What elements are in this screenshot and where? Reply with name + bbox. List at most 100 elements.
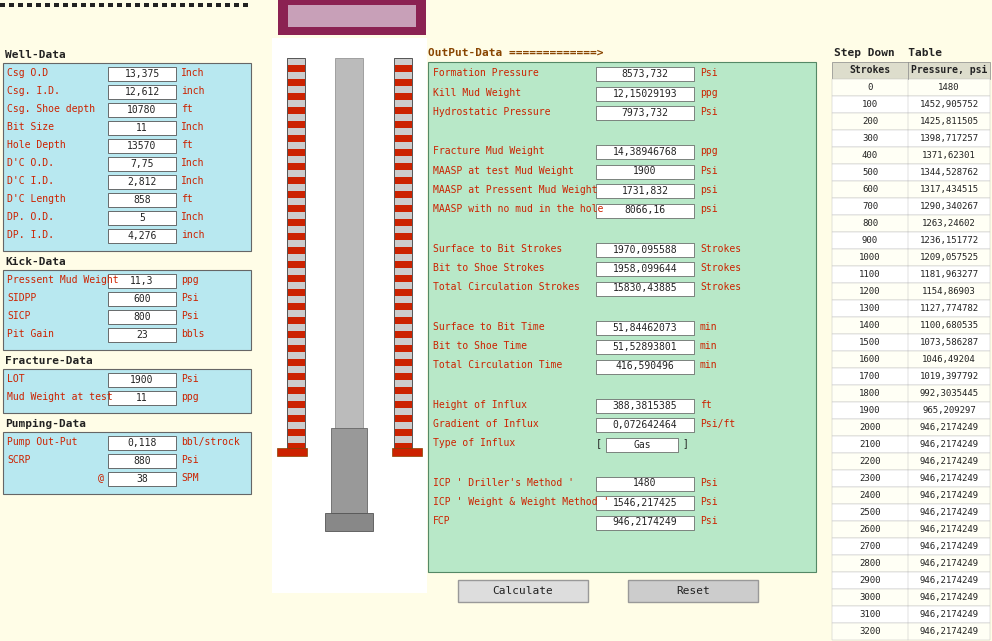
Bar	[216, 3, 221, 7]
Text: Gradient of Influx: Gradient of Influx	[433, 419, 539, 429]
Bar	[108, 157, 176, 171]
Text: 13,375: 13,375	[124, 69, 160, 79]
Bar	[287, 58, 305, 65]
Bar	[394, 226, 412, 233]
Text: 1900: 1900	[130, 375, 154, 385]
Text: 0: 0	[867, 83, 873, 92]
Text: SIDPP: SIDPP	[7, 293, 37, 303]
Bar	[394, 352, 412, 359]
Bar	[180, 3, 185, 7]
Bar	[394, 240, 412, 247]
Bar	[394, 261, 412, 268]
Bar	[287, 191, 305, 198]
Text: 2400: 2400	[859, 491, 881, 500]
Bar	[832, 62, 990, 79]
Text: 1344,528762: 1344,528762	[920, 168, 978, 177]
Text: Fracture-Data: Fracture-Data	[5, 356, 92, 366]
Bar	[394, 65, 412, 72]
Text: 1546,217425: 1546,217425	[613, 498, 678, 508]
Bar	[287, 100, 305, 107]
Bar	[832, 334, 990, 351]
Bar	[394, 58, 412, 65]
Text: ft: ft	[181, 104, 192, 114]
Text: Inch: Inch	[181, 158, 204, 168]
Bar	[108, 454, 176, 468]
Bar	[287, 324, 305, 331]
Text: 1452,905752: 1452,905752	[920, 100, 978, 109]
Text: 1127,774782: 1127,774782	[920, 304, 978, 313]
Text: Bit to Shoe Strokes: Bit to Shoe Strokes	[433, 263, 545, 273]
Bar	[234, 3, 239, 7]
Text: 600: 600	[862, 185, 878, 194]
Text: 700: 700	[862, 202, 878, 211]
Bar	[72, 3, 77, 7]
Bar	[287, 149, 305, 156]
Text: 2100: 2100	[859, 440, 881, 449]
Bar	[832, 470, 990, 487]
Text: OutPut-Data =============>: OutPut-Data =============>	[428, 48, 603, 58]
Bar	[287, 429, 305, 436]
Bar	[287, 422, 305, 429]
Bar	[108, 211, 176, 225]
Text: 1000: 1000	[859, 253, 881, 262]
Text: Hole Depth: Hole Depth	[7, 140, 65, 150]
Bar	[832, 402, 990, 419]
Text: 1500: 1500	[859, 338, 881, 347]
Text: Strokes: Strokes	[700, 244, 741, 253]
Text: 1290,340267: 1290,340267	[920, 202, 978, 211]
Text: Psi: Psi	[700, 68, 717, 78]
Text: 946,2174249: 946,2174249	[920, 457, 978, 466]
Text: 600: 600	[133, 294, 151, 304]
Bar	[832, 181, 990, 198]
Bar	[394, 170, 412, 177]
Text: D'C Length: D'C Length	[7, 194, 65, 204]
Text: 4,276: 4,276	[127, 231, 157, 241]
Text: 1317,434515: 1317,434515	[920, 185, 978, 194]
Bar	[287, 317, 305, 324]
Bar	[0, 3, 5, 7]
Bar	[36, 3, 41, 7]
Bar	[394, 366, 412, 373]
Bar	[832, 130, 990, 147]
Text: 1100: 1100	[859, 270, 881, 279]
Bar	[331, 428, 367, 513]
Bar	[108, 310, 176, 324]
Text: ppg: ppg	[700, 88, 717, 97]
Bar	[832, 419, 990, 436]
Bar	[243, 3, 248, 7]
Text: 946,2174249: 946,2174249	[920, 559, 978, 568]
Bar	[394, 128, 412, 135]
Text: 2000: 2000	[859, 423, 881, 432]
Text: Psi: Psi	[700, 517, 717, 526]
Bar	[394, 345, 412, 352]
Bar	[135, 3, 140, 7]
Text: 2500: 2500	[859, 508, 881, 517]
Text: Reset: Reset	[677, 586, 710, 596]
Text: 12,612: 12,612	[124, 87, 160, 97]
Text: @: @	[98, 473, 104, 483]
Bar	[108, 175, 176, 189]
Bar	[394, 93, 412, 100]
Text: 946,2174249: 946,2174249	[920, 525, 978, 534]
Text: 1480: 1480	[938, 83, 959, 92]
Text: 2600: 2600	[859, 525, 881, 534]
Text: Csg. I.D.: Csg. I.D.	[7, 86, 60, 96]
Bar	[394, 121, 412, 128]
Text: ]: ]	[682, 438, 687, 449]
Bar	[287, 184, 305, 191]
Bar	[832, 79, 990, 96]
Bar	[832, 113, 990, 130]
Text: ft: ft	[181, 194, 192, 204]
Bar	[394, 205, 412, 212]
Bar	[596, 496, 694, 510]
Bar	[126, 3, 131, 7]
Bar	[596, 87, 694, 101]
Text: D'C I.D.: D'C I.D.	[7, 176, 54, 186]
Text: 3200: 3200	[859, 627, 881, 636]
Bar	[153, 3, 158, 7]
Bar	[287, 177, 305, 184]
Bar	[108, 229, 176, 243]
Text: Psi: Psi	[181, 293, 198, 303]
Text: Total Circulation Time: Total Circulation Time	[433, 360, 562, 370]
Bar	[394, 387, 412, 394]
